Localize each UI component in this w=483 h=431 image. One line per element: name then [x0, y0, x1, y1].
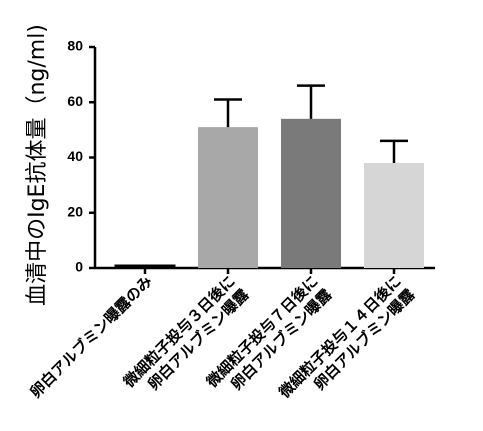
- bar: [198, 127, 258, 268]
- bar: [364, 163, 424, 268]
- y-tick-label: 40: [67, 148, 83, 164]
- bars: [114, 118, 424, 269]
- y-tick-label: 60: [67, 93, 83, 109]
- y-axis-label: 血清中のIgE抗体量（ng/ml): [25, 24, 50, 306]
- bar: [114, 264, 176, 269]
- y-tick-label: 80: [67, 38, 83, 54]
- y-axis-title: 血清中のIgE抗体量（ng/ml): [25, 24, 50, 306]
- y-tick-label: 0: [75, 259, 83, 275]
- y-tick-label: 20: [67, 203, 83, 219]
- bar: [281, 118, 341, 268]
- x-category-labels: 卵白アルブミン曝露のみ微細粒子投与３日後に卵白アルブミン曝露微細粒子投与７日後に…: [27, 272, 419, 402]
- error-bars: [214, 84, 408, 164]
